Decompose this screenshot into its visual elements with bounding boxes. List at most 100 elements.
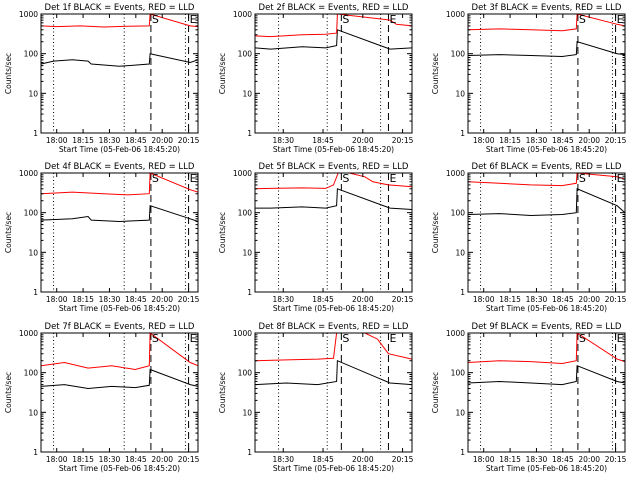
marker-s: S bbox=[579, 13, 586, 26]
y-tick-label: 100 bbox=[24, 50, 39, 59]
y-tick-label: 1000 bbox=[446, 169, 465, 178]
x-tick-label: 20:15 bbox=[392, 455, 414, 464]
chart-title: Det 3f BLACK = Events, RED = LLD bbox=[472, 3, 622, 13]
x-tick-label: 20:15 bbox=[392, 136, 414, 145]
chart-title: Det 6f BLACK = Events, RED = LLD bbox=[472, 162, 622, 172]
series-line-events bbox=[467, 364, 626, 386]
y-tick-label: 1 bbox=[247, 448, 252, 457]
chart-panel-1: Det 1f BLACK = Events, RED = LLD 1 10 100 10… bbox=[4, 3, 200, 154]
plot-frame bbox=[40, 172, 199, 293]
chart-panel-7: Det 7f BLACK = Events, RED = LLD 1 10 100 10… bbox=[4, 322, 200, 473]
y-tick-label: 10 bbox=[455, 89, 465, 98]
series-line-events bbox=[254, 359, 413, 386]
y-axis-label: Counts/sec bbox=[431, 372, 440, 413]
series-line-events bbox=[40, 53, 199, 67]
x-tick-label: 20:00 bbox=[151, 455, 173, 464]
chart-title: Det 2f BLACK = Events, RED = LLD bbox=[259, 3, 409, 13]
x-tick-label: 20:00 bbox=[578, 136, 600, 145]
x-tick-label: 18:15 bbox=[72, 295, 94, 304]
y-tick-label: 1 bbox=[460, 129, 465, 138]
chart-title: Det 8f BLACK = Events, RED = LLD bbox=[259, 322, 409, 332]
x-tick-label: 20:15 bbox=[178, 295, 200, 304]
y-tick-label: 1000 bbox=[19, 329, 38, 338]
x-axis-label: Start Time (05-Feb-06 18:45:20) bbox=[273, 145, 394, 154]
x-tick-label: 18:30 bbox=[526, 136, 548, 145]
chart-panel-9: Det 9f BLACK = Events, RED = LLD 1 10 100 10… bbox=[431, 322, 627, 473]
x-axis-label: Start Time (05-Feb-06 18:45:20) bbox=[59, 145, 180, 154]
x-tick-label: 18:45 bbox=[552, 455, 574, 464]
y-axis-label: Counts/sec bbox=[218, 372, 227, 413]
marker-s: S bbox=[342, 332, 349, 345]
y-tick-label: 1000 bbox=[446, 329, 465, 338]
series-line-events bbox=[467, 41, 626, 58]
y-tick-label: 1 bbox=[247, 288, 252, 297]
marker-e: E bbox=[190, 332, 197, 345]
x-axis-label: Start Time (05-Feb-06 18:45:20) bbox=[59, 464, 180, 473]
plot-frame bbox=[254, 13, 413, 134]
y-axis-label: Counts/sec bbox=[4, 53, 13, 94]
x-tick-label: 18:00 bbox=[473, 136, 495, 145]
y-axis-label: Counts/sec bbox=[218, 212, 227, 253]
y-tick-label: 1000 bbox=[19, 10, 38, 19]
x-tick-label: 20:15 bbox=[392, 295, 414, 304]
y-tick-label: 100 bbox=[24, 209, 39, 218]
x-tick-label: 18:45 bbox=[312, 455, 334, 464]
x-tick-label: 20:00 bbox=[352, 136, 374, 145]
marker-s: S bbox=[579, 332, 586, 345]
chart-title: Det 4f BLACK = Events, RED = LLD bbox=[45, 162, 195, 172]
marker-e: E bbox=[190, 172, 197, 185]
series-line-events bbox=[254, 29, 413, 50]
x-tick-label: 20:00 bbox=[578, 295, 600, 304]
y-axis-label: Counts/sec bbox=[431, 53, 440, 94]
y-tick-label: 1 bbox=[33, 129, 38, 138]
y-tick-label: 10 bbox=[455, 248, 465, 257]
plot-frame bbox=[40, 332, 199, 453]
x-tick-label: 18:45 bbox=[125, 136, 147, 145]
marker-e: E bbox=[617, 13, 624, 26]
x-axis-label: Start Time (05-Feb-06 18:45:20) bbox=[273, 464, 394, 473]
chart-title: Det 7f BLACK = Events, RED = LLD bbox=[45, 322, 195, 332]
marker-s: S bbox=[342, 172, 349, 185]
x-tick-label: 18:45 bbox=[125, 295, 147, 304]
y-tick-label: 10 bbox=[28, 89, 38, 98]
x-tick-label: 18:30 bbox=[272, 136, 294, 145]
x-tick-label: 18:45 bbox=[312, 136, 334, 145]
x-tick-label: 18:30 bbox=[99, 136, 121, 145]
plot-frame bbox=[40, 13, 199, 134]
y-tick-label: 1 bbox=[460, 448, 465, 457]
marker-e: E bbox=[617, 332, 624, 345]
y-tick-label: 100 bbox=[238, 50, 253, 59]
x-tick-label: 20:15 bbox=[605, 136, 627, 145]
x-tick-label: 20:15 bbox=[605, 295, 627, 304]
chart-title: Det 5f BLACK = Events, RED = LLD bbox=[259, 162, 409, 172]
x-tick-label: 18:00 bbox=[473, 455, 495, 464]
chart-panel-5: Det 5f BLACK = Events, RED = LLD 1 10 100 10… bbox=[218, 162, 414, 313]
y-tick-label: 100 bbox=[451, 50, 466, 59]
x-axis-label: Start Time (05-Feb-06 18:45:20) bbox=[59, 304, 180, 313]
x-tick-label: 20:15 bbox=[605, 455, 627, 464]
y-tick-label: 100 bbox=[451, 369, 466, 378]
series-line-events bbox=[40, 368, 199, 390]
x-tick-label: 18:15 bbox=[72, 455, 94, 464]
x-tick-label: 20:15 bbox=[178, 136, 200, 145]
plot-frame bbox=[467, 172, 626, 293]
x-axis-label: Start Time (05-Feb-06 18:45:20) bbox=[273, 304, 394, 313]
plot-frame bbox=[254, 172, 413, 293]
y-tick-label: 1000 bbox=[19, 169, 38, 178]
marker-e: E bbox=[389, 13, 396, 26]
x-tick-label: 20:00 bbox=[352, 455, 374, 464]
marker-e: E bbox=[389, 172, 396, 185]
y-axis-label: Counts/sec bbox=[4, 372, 13, 413]
x-tick-label: 18:00 bbox=[473, 295, 495, 304]
x-tick-label: 18:00 bbox=[46, 295, 68, 304]
series-line-lld bbox=[467, 332, 626, 365]
y-tick-label: 1 bbox=[460, 288, 465, 297]
x-tick-label: 20:00 bbox=[151, 136, 173, 145]
marker-s: S bbox=[152, 13, 159, 26]
x-tick-label: 18:30 bbox=[99, 455, 121, 464]
y-tick-label: 10 bbox=[242, 408, 252, 417]
marker-s: S bbox=[152, 172, 159, 185]
x-tick-label: 18:45 bbox=[552, 136, 574, 145]
